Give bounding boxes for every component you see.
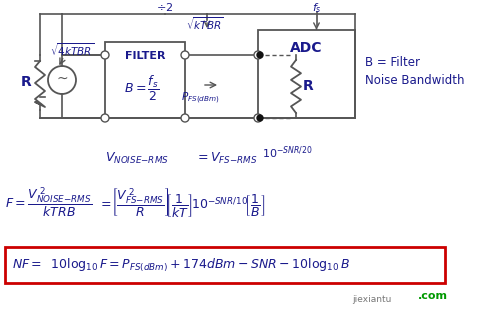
Text: $P_{FS(dBm)}$: $P_{FS(dBm)}$ — [180, 90, 220, 106]
Circle shape — [181, 51, 189, 59]
Text: .com: .com — [418, 291, 448, 301]
Text: $\sqrt{4kTBR}$: $\sqrt{4kTBR}$ — [50, 42, 94, 58]
Circle shape — [101, 51, 109, 59]
Text: FILTER: FILTER — [125, 51, 165, 61]
Text: $NF = \;\;10\log_{10}F = P_{FS(dBm)} + 174dBm - SNR - 10\log_{10}B$: $NF = \;\;10\log_{10}F = P_{FS(dBm)} + 1… — [12, 256, 350, 274]
Text: jiexiantu: jiexiantu — [352, 295, 392, 305]
Text: B = Filter: B = Filter — [365, 55, 420, 69]
Text: $F = \dfrac{V_{NOISE\mathrm{-}RMS}^{\;2}}{kTRB}$: $F = \dfrac{V_{NOISE\mathrm{-}RMS}^{\;2}… — [5, 186, 92, 220]
Text: $\sqrt{kTBR}$: $\sqrt{kTBR}$ — [186, 16, 224, 32]
Circle shape — [257, 115, 263, 121]
Circle shape — [181, 114, 189, 122]
Bar — [105, 42, 185, 118]
Text: $B = \dfrac{f_s}{2}$: $B = \dfrac{f_s}{2}$ — [124, 74, 160, 102]
Text: Noise Bandwidth: Noise Bandwidth — [365, 74, 464, 86]
Bar — [258, 30, 355, 118]
Text: ~: ~ — [56, 72, 68, 86]
Text: $V_{NOISE\mathrm{-}RMS}$: $V_{NOISE\mathrm{-}RMS}$ — [105, 151, 169, 166]
Text: $= \!\left[\dfrac{V_{FS\mathrm{-}RMS}^{\;2}}{R}\right]\!\!\left[\dfrac{1}{kT}\ri: $= \!\left[\dfrac{V_{FS\mathrm{-}RMS}^{\… — [98, 186, 266, 220]
Circle shape — [254, 51, 262, 59]
Circle shape — [257, 52, 263, 58]
Text: $= V_{FS\mathrm{-}RMS}$: $= V_{FS\mathrm{-}RMS}$ — [195, 151, 258, 166]
Text: R: R — [20, 75, 32, 90]
Text: R: R — [302, 80, 314, 94]
Circle shape — [101, 114, 109, 122]
Text: $\div 2$: $\div 2$ — [156, 1, 174, 13]
Text: ADC: ADC — [290, 41, 323, 55]
Circle shape — [254, 114, 262, 122]
Bar — [5, 247, 445, 283]
Text: $f_s$: $f_s$ — [312, 1, 322, 15]
Text: $10^{-SNR / 20}$: $10^{-SNR / 20}$ — [262, 145, 312, 161]
